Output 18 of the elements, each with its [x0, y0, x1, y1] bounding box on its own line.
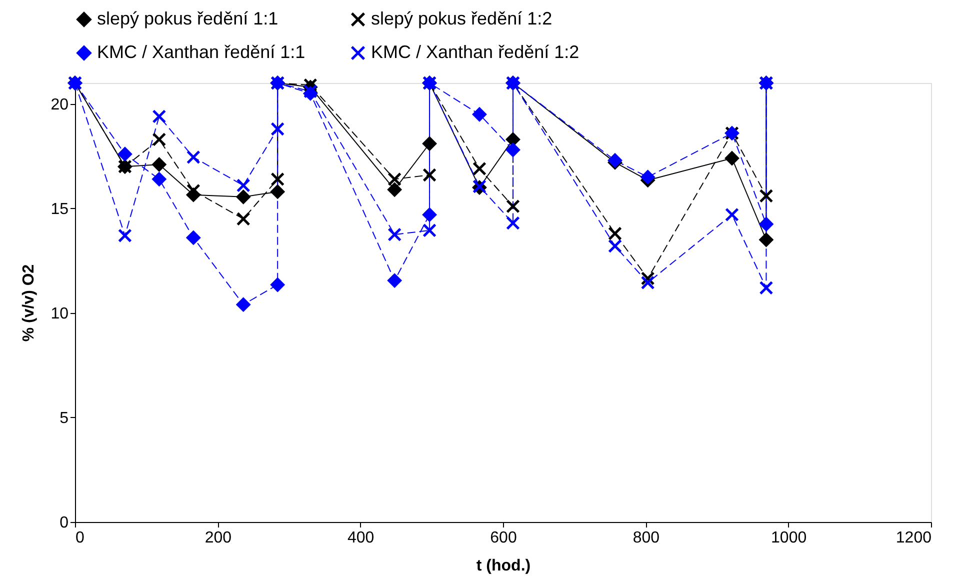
x-tick-label: 0	[76, 530, 84, 546]
legend-label: slepý pokus ředění 1:2	[371, 8, 552, 28]
legend-label: slepý pokus ředění 1:1	[97, 8, 278, 28]
y-tick-label: 0	[60, 514, 69, 532]
x-axis-title: t (hod.)	[476, 558, 531, 574]
x-tick-label: 400	[347, 530, 374, 546]
x-tick-label: 200	[204, 530, 232, 546]
x-tick-label: 1200	[896, 530, 932, 546]
y-tick-label: 15	[50, 200, 69, 218]
legend-label: KMC / Xanthan ředění 1:2	[371, 42, 580, 62]
y-tick-label: 20	[50, 96, 69, 114]
x-tick-label: 800	[632, 530, 660, 546]
legend-label: KMC / Xanthan ředění 1:1	[97, 42, 306, 62]
x-tick-label: 600	[490, 530, 517, 546]
y-tick-label: 5	[60, 410, 69, 427]
y-axis-title: % (v/v) O2	[20, 264, 38, 342]
x-tick-label: 1000	[771, 530, 807, 546]
y-tick-label: 10	[50, 305, 69, 322]
